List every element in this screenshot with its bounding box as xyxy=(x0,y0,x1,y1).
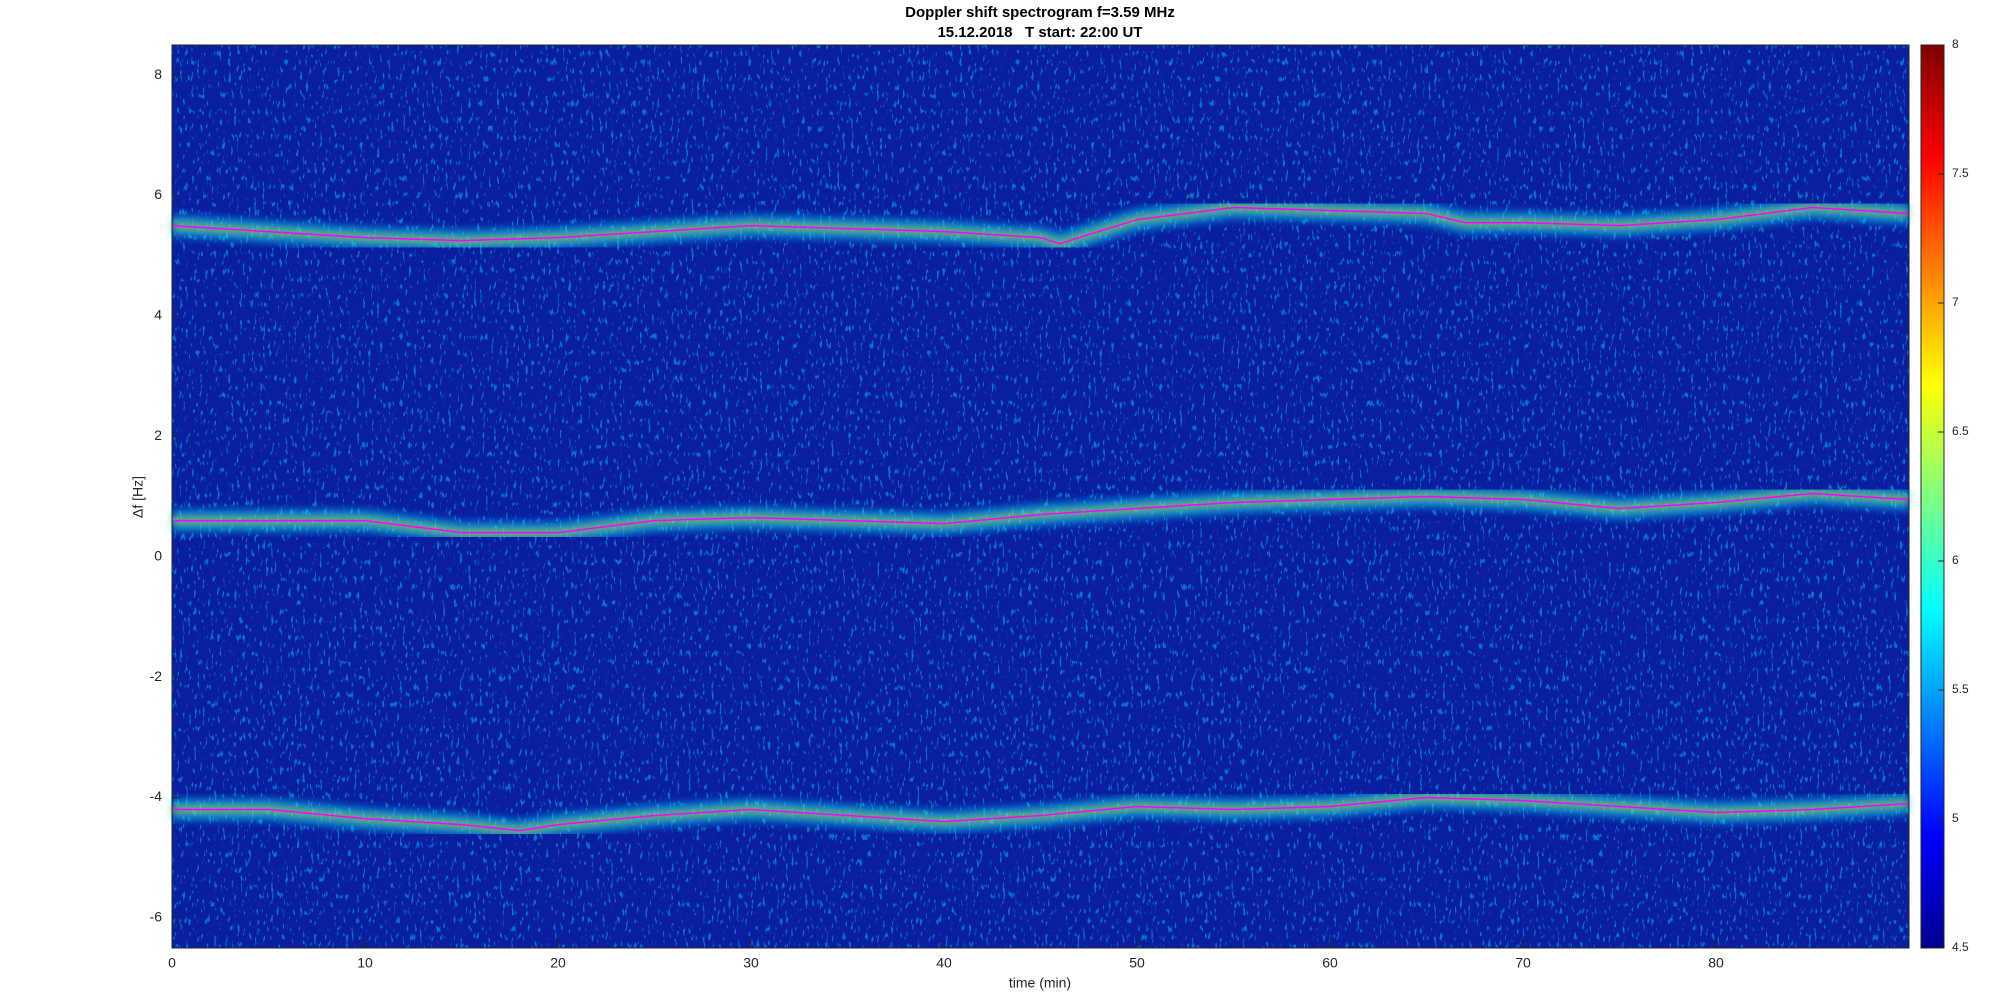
x-tick-label: 40 xyxy=(936,955,952,971)
trace-line xyxy=(172,796,1910,832)
x-tick-label: 80 xyxy=(1708,955,1724,971)
x-tick-label: 30 xyxy=(743,955,759,971)
chart-title: Doppler shift spectrogram f=3.59 MHz xyxy=(905,4,1175,21)
y-tick-label: -2 xyxy=(150,668,163,684)
x-tick-label: 0 xyxy=(168,955,176,971)
x-tick-label: 60 xyxy=(1322,955,1338,971)
colorbar-tick-label: 7.5 xyxy=(1952,166,1969,180)
chart-subtitle: 15.12.2018 T start: 22:00 UT xyxy=(937,24,1142,41)
y-tick-label: -6 xyxy=(150,909,163,925)
y-tick-label: -4 xyxy=(150,788,163,804)
trace-line xyxy=(171,206,1910,245)
y-tick-label: 4 xyxy=(154,307,162,323)
y-tick-label: 0 xyxy=(154,547,162,563)
y-tick-label: 8 xyxy=(154,66,162,82)
trace-line xyxy=(172,492,1910,534)
x-tick-label: 70 xyxy=(1515,955,1531,971)
colorbar xyxy=(1920,44,1945,949)
y-tick-label: 2 xyxy=(154,427,162,443)
x-tick-label: 20 xyxy=(550,955,566,971)
x-tick-label: 50 xyxy=(1129,955,1145,971)
plot-frame xyxy=(171,44,1910,949)
colorbar-tick-label: 6 xyxy=(1952,553,1959,567)
y-tick-label: 6 xyxy=(154,186,162,202)
colorbar-tick-label: 6.5 xyxy=(1952,424,1969,438)
colorbar-tick-label: 8 xyxy=(1952,37,1959,51)
x-tick-label: 10 xyxy=(357,955,373,971)
colorbar-tick-label: 5.5 xyxy=(1952,682,1969,696)
y-axis-label: Δf [Hz] xyxy=(130,476,146,518)
colorbar-tick-label: 7 xyxy=(1952,295,1959,309)
x-axis-label: time (min) xyxy=(1009,975,1071,991)
colorbar-tick-label: 4.5 xyxy=(1952,940,1969,954)
colorbar-tick-label: 5 xyxy=(1952,811,1959,825)
